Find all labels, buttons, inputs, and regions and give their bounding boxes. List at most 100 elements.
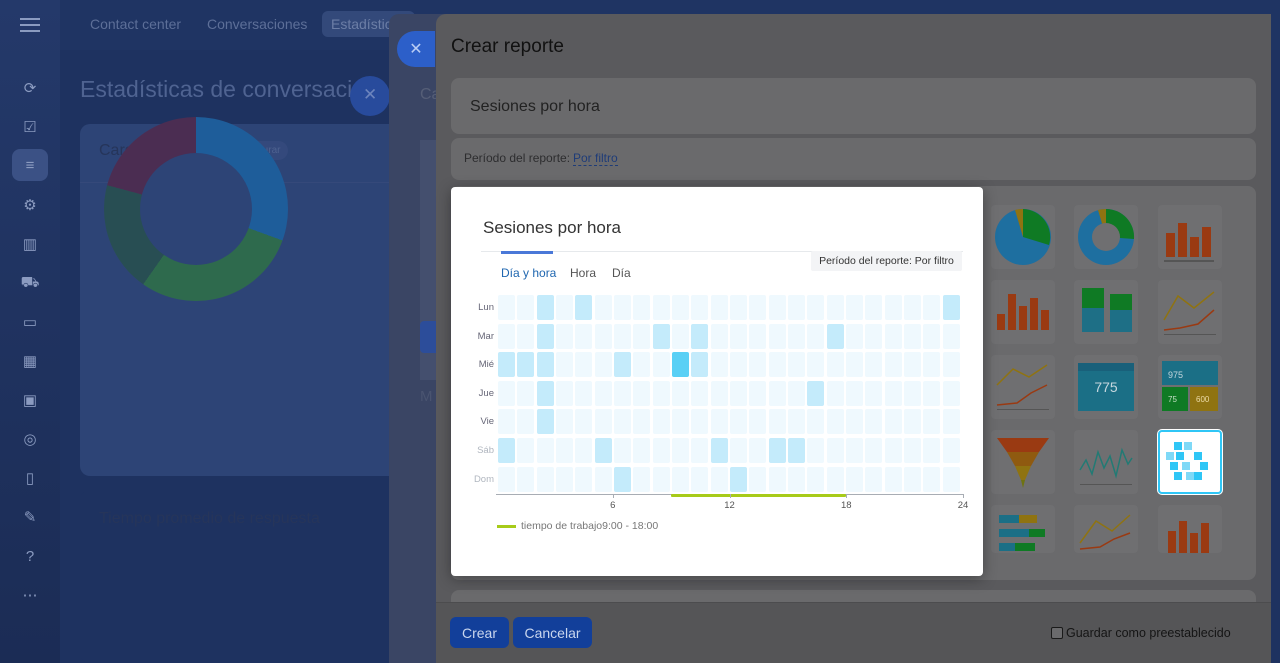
tasks-icon[interactable]: ☑ bbox=[23, 119, 37, 136]
heatmap-cell[interactable] bbox=[594, 295, 612, 320]
heatmap-cell[interactable] bbox=[923, 466, 941, 492]
heatmap-cell[interactable] bbox=[594, 409, 612, 435]
heatmap-cell[interactable] bbox=[903, 323, 921, 349]
heatmap-cell[interactable] bbox=[671, 466, 689, 492]
heatmap-cell[interactable] bbox=[729, 352, 747, 378]
heatmap-cell[interactable] bbox=[613, 438, 631, 463]
briefcase-icon[interactable]: ▣ bbox=[22, 392, 38, 409]
heatmap-cell[interactable] bbox=[671, 352, 689, 378]
heatmap-cell[interactable] bbox=[845, 295, 863, 320]
heatmap-cell[interactable] bbox=[652, 352, 670, 378]
heatmap-cell[interactable] bbox=[575, 438, 593, 463]
heatmap-cell[interactable] bbox=[903, 466, 921, 492]
heatmap-cell[interactable] bbox=[536, 466, 554, 492]
heatmap-cell[interactable] bbox=[749, 466, 767, 492]
heatmap-cell[interactable] bbox=[613, 323, 631, 349]
hamburger-menu-icon[interactable] bbox=[20, 18, 40, 32]
slider-close-button[interactable]: ✕ bbox=[397, 31, 435, 67]
heatmap-cell[interactable] bbox=[710, 295, 728, 320]
heatmap-cell[interactable] bbox=[923, 323, 941, 349]
heatmap-cell[interactable] bbox=[865, 323, 883, 349]
heatmap-cell[interactable] bbox=[691, 466, 709, 492]
heatmap-cell[interactable] bbox=[536, 438, 554, 463]
heatmap-cell[interactable] bbox=[826, 380, 844, 406]
heatmap-cell[interactable] bbox=[807, 352, 825, 378]
heatmap-cell[interactable] bbox=[517, 352, 535, 378]
report-period-value[interactable]: Por filtro bbox=[573, 151, 618, 166]
heatmap-cell[interactable] bbox=[517, 295, 535, 320]
heatmap-cell[interactable] bbox=[652, 409, 670, 435]
heatmap-cell[interactable] bbox=[498, 295, 515, 320]
thumb-line-chart-3[interactable] bbox=[1074, 505, 1138, 553]
heatmap-cell[interactable] bbox=[768, 352, 786, 378]
heatmap-cell[interactable] bbox=[517, 380, 535, 406]
heatmap-cell[interactable] bbox=[633, 352, 651, 378]
heatmap-cell[interactable] bbox=[555, 323, 573, 349]
heatmap-cell[interactable] bbox=[575, 323, 593, 349]
heatmap-cell[interactable] bbox=[498, 409, 515, 435]
heatmap-cell[interactable] bbox=[613, 380, 631, 406]
heatmap-cell[interactable] bbox=[710, 438, 728, 463]
heatmap-cell[interactable] bbox=[613, 352, 631, 378]
heatmap-cell[interactable] bbox=[498, 323, 515, 349]
heatmap-cell[interactable] bbox=[729, 409, 747, 435]
heatmap-cell[interactable] bbox=[845, 352, 863, 378]
heatmap-cell[interactable] bbox=[884, 380, 902, 406]
heatmap-cell[interactable] bbox=[884, 409, 902, 435]
thumb-horizontal-bar[interactable] bbox=[991, 505, 1055, 553]
cancel-button[interactable]: Cancelar bbox=[513, 617, 592, 648]
heatmap-cell[interactable] bbox=[903, 295, 921, 320]
create-button[interactable]: Crear bbox=[450, 617, 509, 648]
heatmap-cell[interactable] bbox=[923, 409, 941, 435]
heatmap-cell[interactable] bbox=[536, 323, 554, 349]
heatmap-cell[interactable] bbox=[865, 380, 883, 406]
more-icon[interactable]: ⋯ bbox=[22, 587, 38, 604]
heatmap-cell[interactable] bbox=[884, 323, 902, 349]
heatmap-cell[interactable] bbox=[749, 380, 767, 406]
heatmap-cell[interactable] bbox=[633, 380, 651, 406]
heatmap-cell[interactable] bbox=[903, 438, 921, 463]
heatmap-cell[interactable] bbox=[807, 295, 825, 320]
tab-conversaciones[interactable]: Conversaciones bbox=[207, 16, 308, 32]
heatmap-cell[interactable] bbox=[575, 352, 593, 378]
heatmap-cell[interactable] bbox=[671, 295, 689, 320]
heatmap-cell[interactable] bbox=[633, 323, 651, 349]
heatmap-cell[interactable] bbox=[613, 409, 631, 435]
heatmap-cell[interactable] bbox=[942, 466, 960, 492]
heatmap-cell[interactable] bbox=[923, 380, 941, 406]
heatmap-cell[interactable] bbox=[923, 352, 941, 378]
heatmap-cell[interactable] bbox=[710, 409, 728, 435]
heatmap-cell[interactable] bbox=[555, 352, 573, 378]
heatmap-cell[interactable] bbox=[787, 352, 805, 378]
heatmap-cell[interactable] bbox=[865, 438, 883, 463]
heatmap-cell[interactable] bbox=[923, 438, 941, 463]
heatmap-cell[interactable] bbox=[536, 380, 554, 406]
contact-center-icon[interactable]: ⟳ bbox=[23, 80, 37, 97]
heatmap-cell[interactable] bbox=[845, 323, 863, 349]
tab-dia[interactable]: Día bbox=[612, 266, 631, 280]
thumb-stacked-bar[interactable] bbox=[1074, 280, 1138, 344]
heatmap-cell[interactable] bbox=[613, 295, 631, 320]
heatmap-cell[interactable] bbox=[710, 466, 728, 492]
thumb-zigzag-line[interactable] bbox=[1074, 430, 1138, 494]
heatmap-cell[interactable] bbox=[729, 295, 747, 320]
heatmap-cell[interactable] bbox=[575, 295, 593, 320]
heatmap-cell[interactable] bbox=[749, 409, 767, 435]
calendar-icon[interactable]: ▦ bbox=[22, 353, 38, 370]
heatmap-cell[interactable] bbox=[749, 295, 767, 320]
heatmap-cell[interactable] bbox=[884, 466, 902, 492]
heatmap-cell[interactable] bbox=[845, 409, 863, 435]
heatmap-cell[interactable] bbox=[768, 380, 786, 406]
robot-icon[interactable]: ⚙ bbox=[23, 197, 37, 214]
heatmap-cell[interactable] bbox=[555, 438, 573, 463]
heatmap-cell[interactable] bbox=[671, 323, 689, 349]
heatmap-cell[interactable] bbox=[671, 438, 689, 463]
heatmap-cell[interactable] bbox=[942, 380, 960, 406]
thumb-funnel-chart[interactable] bbox=[991, 430, 1055, 494]
thumb-number-widget[interactable]: 775 bbox=[1074, 355, 1138, 419]
heatmap-cell[interactable] bbox=[787, 295, 805, 320]
heatmap-cell[interactable] bbox=[517, 409, 535, 435]
heatmap-cell[interactable] bbox=[517, 438, 535, 463]
heatmap-cell[interactable] bbox=[498, 380, 515, 406]
heatmap-cell[interactable] bbox=[942, 409, 960, 435]
